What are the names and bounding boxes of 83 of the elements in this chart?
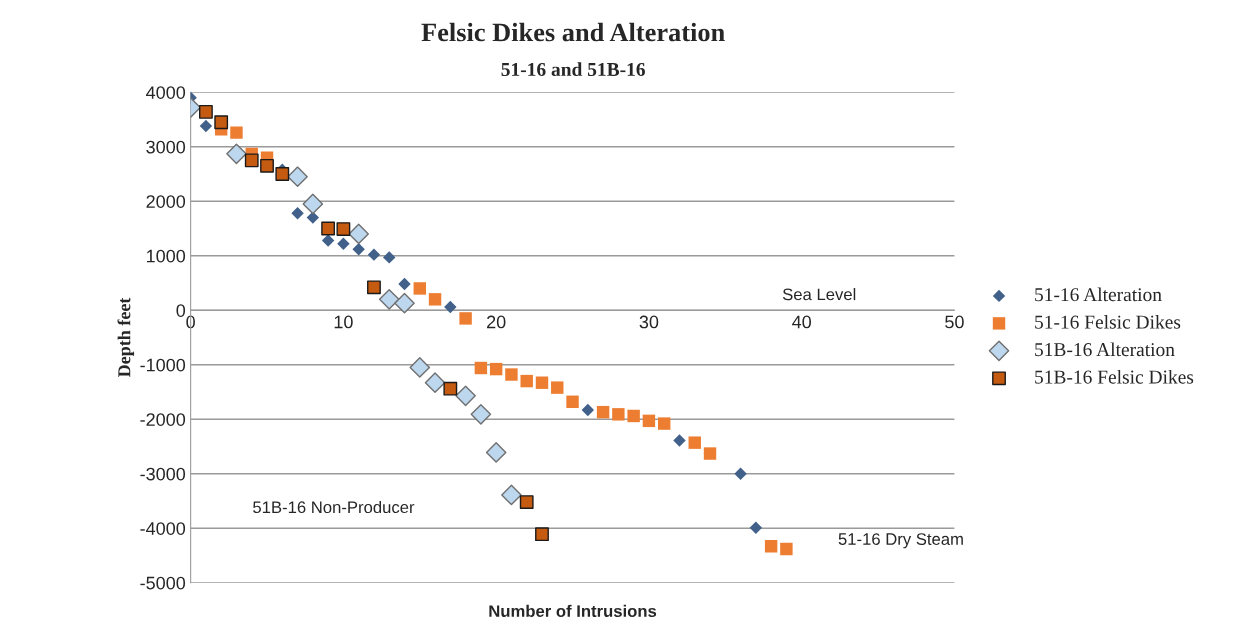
point [581,403,595,417]
y-tick-label: 0 [176,304,186,317]
point [596,405,610,419]
y-tick-label: -1000 [140,358,186,372]
point [302,193,324,215]
point [321,221,336,236]
x-tick-label: 30 [639,315,659,329]
annotation: 51-16 Dry Steam [838,533,963,549]
point [287,166,308,188]
point [673,434,686,447]
y-axis-title: Depth feet [117,297,135,378]
y-tick-label: -3000 [140,467,186,481]
legend-label: 51B-16 Felsic Dikes [1035,369,1194,384]
point [535,376,549,389]
point [230,126,243,139]
point [501,484,522,506]
point [485,442,507,463]
point [260,158,274,173]
point [394,292,415,314]
y-tick-label: 1000 [146,249,186,263]
point [226,143,247,165]
y-tick-label: -2000 [140,413,186,426]
x-tick-label: 0 [186,315,195,329]
point [428,293,442,306]
point [337,237,350,250]
point [642,414,656,428]
point [703,447,717,460]
point [764,539,778,553]
point [612,408,625,421]
point [398,277,411,291]
point [470,404,492,425]
point [780,542,793,556]
y-tick-label: 3000 [146,140,186,154]
y-tick-label: -5000 [140,576,186,590]
chart-title: Felsic Dikes and Alteration [421,22,725,42]
point [566,395,579,408]
point [352,243,365,256]
chart-subtitle: 51-16 and 51B-16 [501,62,645,77]
point [275,167,290,181]
point [378,289,400,310]
point [244,153,259,168]
point [459,312,472,325]
point [505,368,518,381]
point [474,361,488,375]
annotation: Sea Level [782,288,856,301]
x-tick-label: 10 [334,315,353,329]
x-tick-label: 40 [792,315,812,329]
y-tick-label: 2000 [146,195,186,208]
point [409,357,431,378]
point [627,409,640,423]
point [519,495,534,509]
point [321,234,335,247]
point [688,436,701,449]
point [734,467,747,480]
point [455,385,476,407]
annotation: 51B-16 Non-Producer [253,500,415,514]
point [424,372,446,394]
x-tick-label: 50 [945,315,964,329]
x-tick-label: 20 [487,315,506,329]
point [348,223,369,245]
y-tick-label: -4000 [140,522,186,535]
x-axis-title: Number of Intrusions [489,604,657,618]
point [551,381,564,394]
legend-label: 51B-16 Alteration [1035,342,1175,357]
y-tick-label: 4000 [146,86,186,99]
point [199,119,213,133]
point [291,207,304,220]
point [367,248,381,261]
legend-label: 51-16 Felsic Dikes [1035,314,1181,329]
point [443,381,458,396]
point [367,280,381,295]
point [214,115,229,130]
legend-label: 51-16 Alteration [1035,287,1162,302]
point [199,104,213,119]
point [520,374,533,388]
point [444,300,457,314]
point [489,362,503,376]
point [336,222,351,236]
point [657,417,671,430]
point [749,521,763,534]
point [535,527,549,542]
point [383,251,396,264]
point [413,282,426,295]
